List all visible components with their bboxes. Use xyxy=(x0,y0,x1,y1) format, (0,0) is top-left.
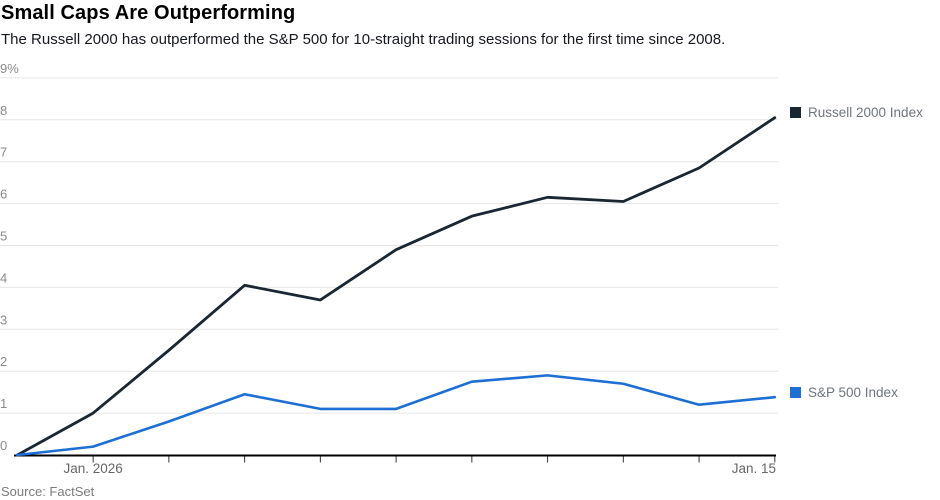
chart-subtitle: The Russell 2000 has outperformed the S&… xyxy=(1,31,726,48)
legend-label-sp-500: S&P 500 Index xyxy=(808,384,898,400)
y-axis-label: 4 xyxy=(0,270,7,285)
y-axis-label: 5 xyxy=(0,229,7,244)
y-axis-label: 3 xyxy=(0,312,7,327)
y-axis-label: 7 xyxy=(0,145,7,160)
y-axis-label: 0 xyxy=(0,438,7,453)
y-axis-label: 9% xyxy=(0,61,19,76)
y-axis-label: 2 xyxy=(0,354,7,369)
legend-label-russell-2000: Russell 2000 Index xyxy=(808,105,923,121)
sp-500-swatch xyxy=(790,386,801,398)
source-note: Source: FactSet xyxy=(1,484,95,499)
legend-item-russell-2000: Russell 2000 Index xyxy=(790,105,923,121)
chart-title: Small Caps Are Outperforming xyxy=(1,2,296,24)
y-axis-label: 6 xyxy=(0,187,7,202)
y-axis-label: 8 xyxy=(0,103,7,118)
x-axis-label: Jan. 15 xyxy=(732,461,776,476)
x-axis-label: Jan. 2026 xyxy=(63,461,122,476)
russell-2000-line xyxy=(15,116,777,457)
sp-500-line xyxy=(16,374,777,457)
y-axis-label: 1 xyxy=(0,396,7,411)
legend-item-sp-500: S&P 500 Index xyxy=(790,384,898,400)
russell-2000-swatch xyxy=(790,107,801,119)
